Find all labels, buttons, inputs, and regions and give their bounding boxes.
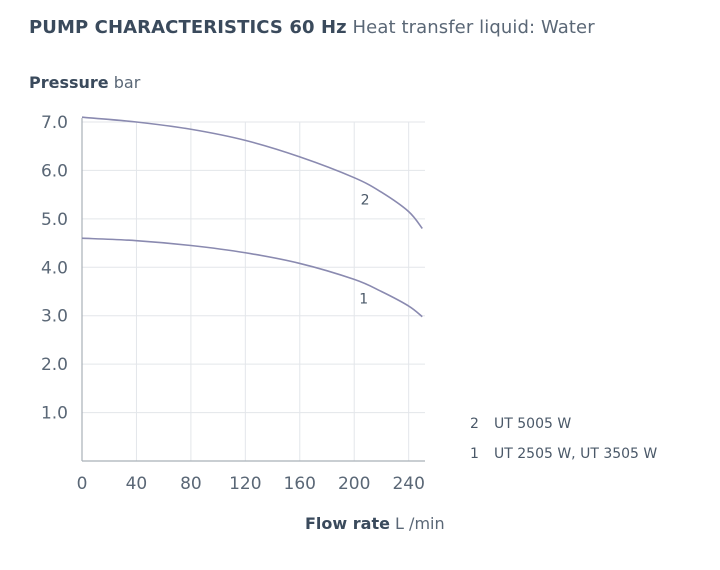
series-1-curve bbox=[81, 237, 423, 318]
legend: 2 UT 5005 W 1 UT 2505 W, UT 3505 W bbox=[470, 416, 657, 476]
series-1-label: 1 bbox=[359, 292, 368, 308]
legend-label: UT 2505 W, UT 3505 W bbox=[494, 446, 658, 462]
chart-title-main: PUMP CHARACTERISTICS 60 Hz bbox=[29, 17, 347, 38]
y-axis-unit: bar bbox=[113, 73, 141, 92]
y-tick-label: 7.0 bbox=[41, 113, 68, 133]
chart-title: PUMP CHARACTERISTICS 60 Hz Heat transfer… bbox=[29, 17, 595, 38]
y-tick-label: 5.0 bbox=[41, 210, 68, 230]
y-tick-label: 2.0 bbox=[41, 355, 68, 375]
y-tick-label: 1.0 bbox=[41, 404, 68, 424]
y-axis-title: Pressure bar bbox=[29, 73, 140, 92]
x-axis-label: Flow rate bbox=[305, 514, 390, 533]
x-axis-unit: L /min bbox=[395, 514, 445, 533]
x-tick-label: 0 bbox=[77, 474, 88, 494]
legend-item-2: 2 UT 5005 W bbox=[470, 416, 657, 446]
chart-subtitle: Heat transfer liquid: Water bbox=[352, 17, 595, 38]
x-tick-label: 200 bbox=[338, 474, 370, 494]
legend-number: 2 bbox=[470, 416, 479, 432]
y-tick-label: 4.0 bbox=[41, 258, 68, 278]
x-tick-label: 80 bbox=[180, 474, 202, 494]
x-tick-label: 160 bbox=[284, 474, 316, 494]
x-tick-label: 120 bbox=[229, 474, 261, 494]
x-tick-label: 240 bbox=[392, 474, 424, 494]
legend-item-1: 1 UT 2505 W, UT 3505 W bbox=[470, 446, 657, 476]
series-2-curve bbox=[81, 116, 423, 230]
x-axis-title: Flow rate L /min bbox=[305, 514, 445, 533]
y-axis-label: Pressure bbox=[29, 73, 109, 92]
legend-label: UT 5005 W bbox=[494, 416, 572, 432]
x-tick-label: 40 bbox=[126, 474, 148, 494]
y-tick-label: 3.0 bbox=[41, 307, 68, 327]
y-tick-label: 6.0 bbox=[41, 161, 68, 181]
legend-number: 1 bbox=[470, 446, 479, 462]
series-2-label: 2 bbox=[361, 192, 370, 208]
